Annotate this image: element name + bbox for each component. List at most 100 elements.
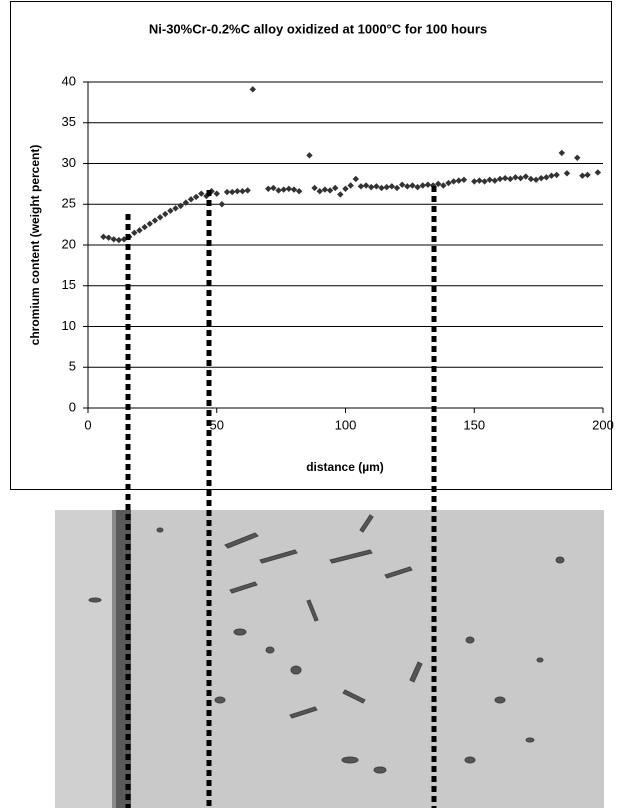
data-point (357, 183, 365, 190)
data-point (532, 176, 540, 183)
data-point (192, 193, 200, 201)
data-point (239, 188, 246, 195)
micrograph-background (55, 510, 604, 808)
data-point (445, 179, 452, 187)
data-point (507, 175, 514, 183)
data-point (218, 201, 226, 208)
data-point (450, 178, 457, 185)
y-tick-label: 40 (62, 73, 76, 88)
data-point (527, 175, 535, 183)
y-tick-label: 30 (62, 155, 76, 170)
data-point (574, 154, 581, 161)
data-point (512, 174, 519, 181)
data-point (388, 183, 396, 190)
data-point (177, 202, 184, 210)
data-point (486, 176, 493, 183)
data-point (352, 175, 359, 183)
x-tick-label: 50 (210, 417, 224, 432)
data-point (316, 188, 323, 195)
data-point (378, 184, 385, 192)
data-point (563, 170, 571, 177)
micrograph (55, 510, 604, 808)
data-point (306, 152, 313, 159)
data-point (440, 182, 447, 189)
data-point (131, 229, 138, 236)
data-point (172, 205, 179, 212)
y-tick-label: 15 (62, 277, 76, 292)
data-point (229, 188, 236, 196)
data-point (249, 86, 256, 93)
data-point (404, 183, 411, 190)
data-point (151, 217, 159, 224)
carbides (88, 514, 565, 774)
data-point (414, 183, 421, 191)
data-point (110, 236, 117, 243)
data-point (362, 182, 370, 189)
data-point (424, 181, 432, 188)
y-tick-label: 10 (62, 318, 76, 333)
data-point (213, 190, 220, 197)
data-point (481, 178, 488, 185)
y-tick-label: 20 (62, 236, 76, 251)
data-point (182, 199, 190, 206)
y-tick-label: 25 (62, 196, 76, 211)
data-point (491, 177, 499, 184)
x-tick-label: 200 (592, 417, 614, 432)
data-point (476, 177, 483, 184)
data-point (198, 190, 205, 197)
data-point (496, 175, 504, 183)
y-tick-label: 0 (69, 399, 76, 414)
data-point (419, 182, 426, 189)
data-point (501, 174, 509, 182)
data-point (187, 196, 195, 203)
chart-title: Ni-30%Cr-0.2%C alloy oxidized at 1000°C … (149, 21, 487, 36)
x-tick-label: 0 (84, 417, 91, 432)
x-tick-label: 100 (335, 417, 357, 432)
data-point (280, 186, 287, 193)
data-point (558, 149, 565, 157)
data-point (223, 188, 231, 196)
data-point (342, 185, 349, 192)
data-point (337, 191, 344, 198)
data-point (393, 184, 401, 192)
data-point (553, 171, 560, 179)
data-point (409, 182, 416, 189)
data-point (136, 227, 143, 234)
y-axis-label: chromium content (weight percent) (28, 145, 42, 346)
data-point (398, 181, 406, 188)
data-point (115, 236, 123, 244)
x-axis-label: distance (µm) (306, 460, 384, 474)
data-point (146, 220, 153, 228)
data-point (368, 183, 375, 191)
data-point (321, 186, 329, 193)
data-point (275, 187, 282, 194)
data-point (244, 187, 251, 194)
data-point (543, 174, 550, 181)
data-point (517, 174, 524, 182)
y-tick-label: 5 (69, 359, 76, 374)
data-point (167, 207, 174, 214)
y-tick-label: 35 (62, 114, 76, 129)
data-point (471, 178, 478, 185)
data-point (584, 171, 591, 179)
data-point (435, 180, 442, 188)
data-point (162, 210, 169, 218)
data-point (156, 214, 164, 221)
data-point (265, 185, 272, 192)
data-point (579, 172, 586, 179)
data-point (234, 188, 241, 195)
data-point (538, 174, 545, 182)
data-point (141, 223, 148, 231)
micrograph-region (55, 510, 115, 808)
data-point (347, 182, 354, 189)
data-point (311, 184, 318, 192)
data-point (295, 188, 303, 195)
oxide-edge (112, 510, 116, 808)
data-point (455, 177, 462, 184)
data-point (326, 187, 334, 194)
data-point (383, 183, 390, 191)
data-point (522, 173, 529, 180)
alignment-lines (125, 186, 437, 808)
data-point (105, 234, 112, 241)
